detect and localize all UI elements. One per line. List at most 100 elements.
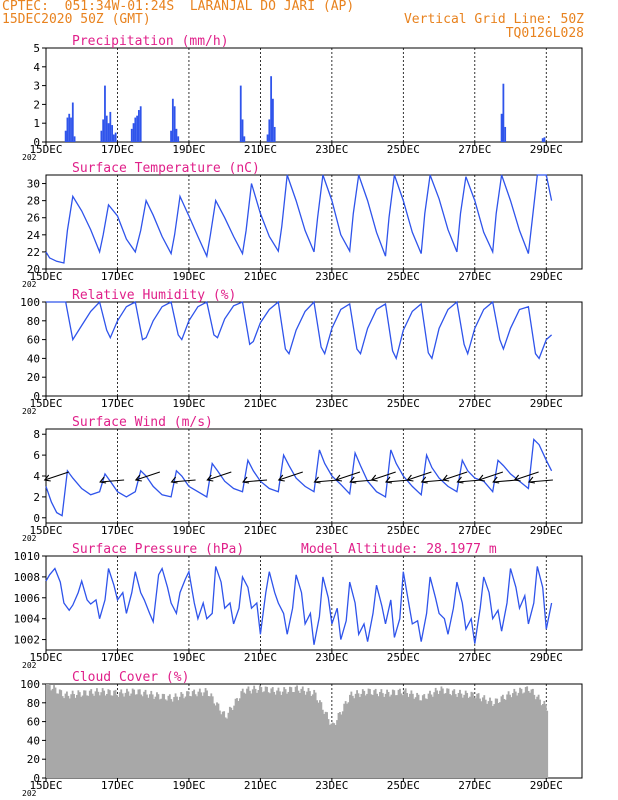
cloud-bar: [191, 691, 194, 778]
humidity-panel: 0 20 40 60 80 100 15DEC 17DEC 19DEC 21DEC 23DEC 25D…: [20, 288, 583, 416]
cloud-bar: [71, 690, 74, 778]
temperature-panel: 20 22 24 26 28 30 15DEC 17DEC 19DEC 21DEC 23DEC 25D…: [22, 161, 583, 289]
cloud-bar: [479, 698, 481, 778]
cloud-bar: [387, 691, 390, 778]
cloud-bar: [440, 686, 443, 778]
wind-arrow-head: [134, 474, 142, 482]
cloud-bar: [411, 693, 414, 778]
cloud-xtick-label: 19DEC: [172, 779, 205, 792]
cloud-bar: [174, 693, 177, 778]
cloud-bar: [351, 695, 354, 778]
humidity-ytick-label: 40: [27, 352, 40, 365]
cloud-bar: [134, 694, 137, 778]
cloud-bar: [399, 688, 401, 778]
cloud-bar: [450, 695, 453, 778]
cloud-bar: [100, 692, 103, 778]
cloud-bar: [80, 696, 83, 778]
cloud-bar: [224, 717, 227, 778]
cloud-bar: [274, 694, 277, 778]
precipitation-ytick-label: 0: [33, 136, 40, 149]
cloud-bar: [366, 693, 368, 778]
cloud-bar: [409, 693, 411, 778]
cloud-bar: [493, 704, 496, 778]
cloud-bar: [363, 690, 366, 778]
cloud-bar: [300, 688, 303, 778]
cloud-bar: [107, 689, 110, 778]
cloud-bar: [94, 691, 97, 778]
cloud-bar: [166, 700, 168, 778]
cloud-bar: [483, 695, 486, 778]
cloud-bar: [414, 697, 417, 778]
pressure-ytick-label: 1006: [14, 592, 41, 605]
cloud-bar: [367, 688, 370, 778]
cloud-bar: [484, 699, 487, 778]
wind-xtick-label: 25DEC: [387, 524, 420, 537]
cloud-bar: [510, 697, 513, 778]
cloud-xtick-label: 29DEC: [530, 779, 563, 792]
cloud-bar: [464, 690, 467, 778]
cloud-bar: [310, 695, 313, 778]
cloud-bar: [453, 689, 456, 778]
cloud-bar: [446, 688, 449, 778]
wind-ytick-label: 4: [33, 470, 40, 483]
temperature-xtick-label: 19DEC: [172, 270, 205, 283]
cloud-bar: [517, 692, 520, 778]
precip-bar: [138, 110, 140, 142]
wind-arrow: [242, 479, 268, 483]
cloud-bar: [228, 706, 231, 778]
cloud-bar: [176, 696, 178, 778]
cloud-bar: [521, 693, 524, 778]
cloud-bar: [334, 724, 337, 778]
cloud-bar: [456, 696, 459, 778]
humidity-ytick-label: 60: [27, 334, 40, 347]
cloud-ytick-label: 0: [33, 772, 40, 785]
cloud-bar: [347, 702, 350, 778]
precip-bar: [171, 98, 174, 142]
cloud-bar: [280, 694, 283, 778]
cloud-bar: [534, 699, 537, 778]
wind-arrow: [421, 479, 446, 483]
cloud-bar: [430, 694, 433, 778]
temperature-ytick-label: 20: [27, 263, 40, 276]
pressure-xtick-label: 19DEC: [172, 651, 205, 664]
cloud-bar: [304, 694, 307, 778]
cloud-bar: [394, 695, 397, 778]
wind-xtick-label: 15DEC: [29, 524, 62, 537]
cloud-bar: [196, 696, 198, 778]
cloud-bar: [371, 695, 374, 778]
cloud-bar: [346, 703, 348, 778]
cloud-bar: [220, 714, 223, 778]
cloud-bar: [158, 699, 161, 778]
temperature-xtick-label: 17DEC: [101, 270, 134, 283]
pressure-ytick-label: 1010: [14, 550, 41, 563]
cloud-bar: [499, 702, 501, 778]
cloud-bar: [206, 690, 208, 778]
cloud-bar: [120, 689, 123, 778]
cloud-ytick-label: 40: [27, 734, 40, 747]
pressure-extra-label: Model Altitude: 28.1977 m: [301, 542, 497, 557]
wind-ytick-label: 8: [33, 428, 40, 441]
wind-arrow: [371, 471, 396, 481]
temperature-ytick-label: 28: [27, 195, 40, 208]
cloud-bar: [70, 694, 73, 778]
cloud-bar: [527, 690, 530, 778]
cloud-bar: [117, 696, 120, 778]
cloud-bar: [461, 697, 464, 778]
cloud-bar: [481, 697, 484, 778]
wind-arrow-head: [477, 474, 485, 482]
wind-arrow: [442, 471, 468, 481]
cloud-bar: [84, 690, 87, 778]
precip-bar: [104, 85, 106, 142]
cloud-bar: [133, 689, 136, 778]
precipitation-xtick-label: 19DEC: [172, 143, 205, 156]
wind-xtick-label: 19DEC: [172, 524, 205, 537]
pressure-xtick-label: 29DEC: [530, 651, 563, 664]
cloud-bar: [237, 700, 240, 778]
precip-bar: [73, 136, 76, 142]
wind-xtick-label: 21DEC: [244, 524, 277, 537]
cloud-bar: [519, 687, 521, 778]
cloud-bar: [243, 692, 246, 778]
wind-arrow-head: [349, 476, 357, 484]
cloud-ytick-label: 80: [27, 697, 40, 710]
